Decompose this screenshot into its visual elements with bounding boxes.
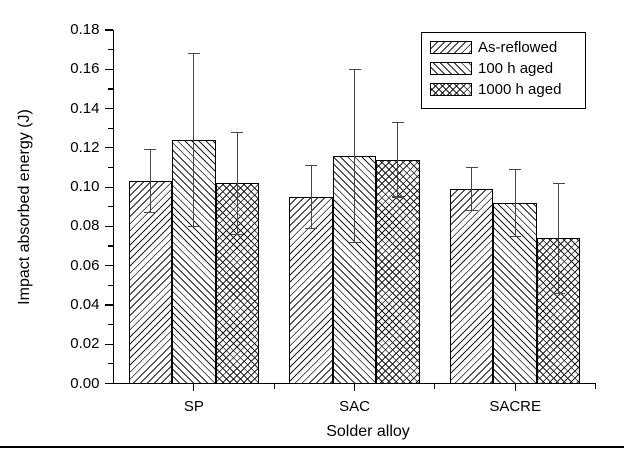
- legend-item-as-reflowed: As-reflowed: [430, 38, 579, 56]
- y-tick-label: 0.12: [70, 138, 100, 156]
- y-tick: [108, 284, 113, 286]
- y-tick: [108, 245, 113, 247]
- y-tick: [108, 127, 113, 129]
- error-bar-line: [557, 183, 560, 294]
- y-tick: [105, 382, 113, 385]
- legend-item-1000h-aged: 1000 h aged: [430, 80, 579, 98]
- y-tick: [105, 147, 113, 149]
- y-tick-label: 0.00: [70, 374, 100, 392]
- y-tick: [105, 265, 113, 267]
- x-axis: [112, 382, 597, 385]
- legend-item-100h-aged: 100 h aged: [430, 59, 579, 77]
- error-bar-cap-bottom: [552, 292, 565, 294]
- error-bar-line: [471, 167, 473, 211]
- error-bar-cap-top: [231, 131, 244, 133]
- forward-diagonal-hatch-swatch-icon: [430, 40, 472, 54]
- error-bar-cap-top: [391, 121, 404, 123]
- y-tick-label: 0.14: [70, 99, 100, 117]
- x-tick: [193, 384, 195, 391]
- bar-SACRE-2: [536, 238, 581, 385]
- y-tick: [108, 88, 113, 90]
- x-tick: [514, 384, 516, 391]
- error-bar-cap-bottom: [348, 241, 361, 243]
- x-tick-label: SAC: [339, 398, 370, 415]
- error-bar-cap-bottom: [231, 233, 244, 235]
- y-tick-label: 0.04: [70, 295, 100, 313]
- legend-label: 100 h aged: [478, 59, 554, 77]
- error-bar-cap-bottom: [509, 235, 522, 237]
- y-tick-label: 0.02: [70, 335, 100, 353]
- y-tick-label: 0.18: [70, 21, 100, 38]
- y-axis: [112, 30, 115, 385]
- y-tick: [105, 107, 113, 110]
- legend-label: 1000 h aged: [478, 80, 562, 98]
- y-tick: [105, 343, 113, 345]
- x-tick: [434, 384, 436, 389]
- y-tick: [105, 304, 113, 306]
- y-tick: [108, 166, 113, 169]
- y-tick-label: 0.08: [70, 217, 100, 235]
- cross-hatch-swatch-icon: [430, 82, 472, 96]
- error-bar-cap-bottom: [305, 227, 318, 229]
- error-bar-line: [236, 132, 238, 235]
- error-bar-cap-top: [305, 164, 318, 167]
- x-tick-label: SACRE: [489, 398, 541, 415]
- error-bar-cap-top: [465, 166, 478, 169]
- error-bar-cap-bottom: [465, 210, 478, 212]
- error-bar-line: [149, 149, 152, 213]
- x-tick: [353, 384, 356, 391]
- bottom-divider: [0, 446, 624, 448]
- error-bar-line: [193, 53, 195, 227]
- error-bar-line: [514, 169, 516, 237]
- error-bar-cap-bottom: [391, 196, 404, 198]
- y-tick: [108, 363, 113, 365]
- y-tick: [105, 186, 113, 188]
- x-tick: [273, 384, 275, 389]
- bar-SACRE-1: [493, 202, 537, 385]
- y-tick: [105, 225, 113, 227]
- y-tick: [105, 68, 113, 70]
- bar-SP-0: [128, 181, 173, 385]
- x-tick: [594, 384, 597, 389]
- y-tick-label: 0.10: [70, 178, 100, 196]
- y-axis-title: Impact absorbed energy (J): [16, 109, 33, 305]
- error-bar-line: [397, 122, 399, 197]
- backward-diagonal-hatch-swatch-icon: [430, 61, 472, 75]
- y-tick: [105, 29, 113, 31]
- bar-SACRE-0: [450, 189, 494, 385]
- error-bar-cap-top: [348, 68, 361, 70]
- y-tick: [108, 49, 113, 51]
- x-tick-label: SP: [183, 398, 204, 415]
- y-tick-label: 0.16: [70, 60, 100, 78]
- error-bar-cap-bottom: [144, 212, 157, 214]
- error-bar-cap-top: [187, 52, 200, 55]
- bar-SAC-2: [376, 159, 420, 385]
- error-bar-cap-top: [552, 182, 565, 184]
- legend: As-reflowed 100 h aged 1000 h aged: [421, 32, 586, 109]
- x-axis-title: Solder alloy: [326, 423, 410, 440]
- error-bar-cap-top: [144, 149, 157, 151]
- legend-label: As-reflowed: [478, 38, 558, 56]
- error-bar-cap-bottom: [187, 225, 200, 227]
- y-tick-label: 0.06: [70, 256, 100, 274]
- error-bar-cap-top: [509, 168, 522, 171]
- y-tick: [108, 206, 113, 208]
- error-bar-line: [310, 165, 312, 229]
- error-bar-line: [353, 69, 356, 243]
- y-tick: [108, 323, 113, 326]
